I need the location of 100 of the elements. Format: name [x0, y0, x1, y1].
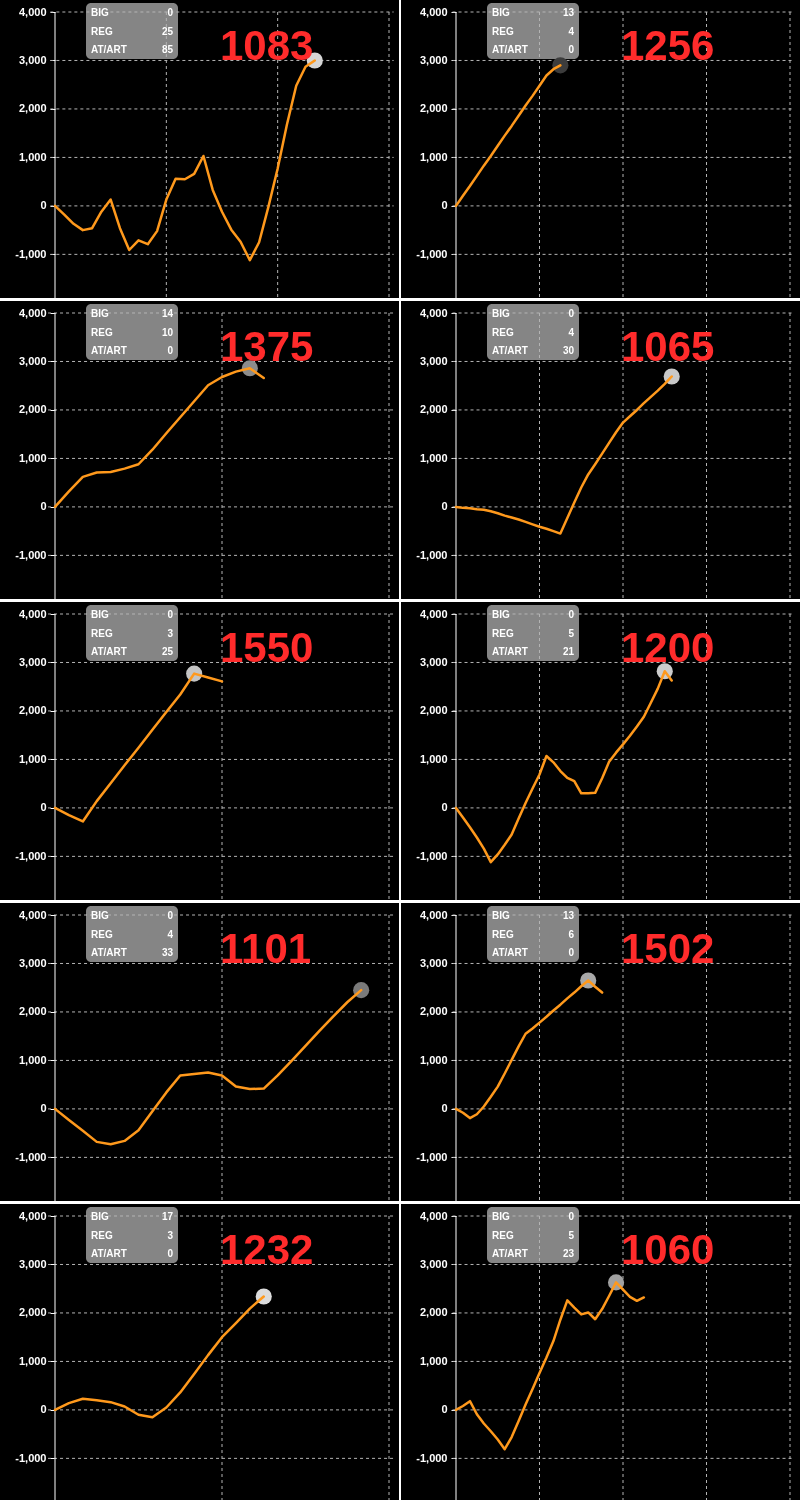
y-tick-label: 1,000 [18, 150, 47, 163]
y-tick-label: 0 [441, 1403, 448, 1416]
y-tick-label: 1,000 [419, 150, 448, 163]
annotation: 25 [161, 646, 174, 657]
y-tick-label: 3,000 [18, 53, 47, 66]
annotation: REG [91, 627, 113, 639]
annotation: 85 [161, 44, 174, 55]
y-tick-label: -1,000 [416, 1451, 448, 1464]
annotation: 0 [167, 609, 174, 620]
annotation: 10 [161, 326, 174, 338]
chart-title: 1200 [621, 624, 715, 671]
y-tick-label: 0 [441, 1102, 448, 1115]
y-tick-label: 3,000 [419, 354, 448, 367]
y-tick-label: 4,000 [18, 1209, 47, 1222]
y-tick-label: 4,000 [419, 5, 448, 18]
annotation: BIG [91, 308, 109, 319]
annotation: AT/ART [492, 947, 528, 958]
annotation: 0 [568, 1211, 575, 1222]
annotation: AT/ART [91, 44, 127, 55]
annotation: REG [91, 25, 113, 37]
annotation: 4 [568, 25, 575, 37]
y-tick-label: 0 [40, 199, 47, 212]
annotation: REG [492, 928, 514, 940]
annotation: AT/ART [91, 1248, 127, 1259]
y-tick-label: 3,000 [18, 655, 47, 668]
y-tick-label: 2,000 [18, 403, 47, 416]
y-tick-label: 0 [441, 500, 448, 513]
annotation: 0 [568, 609, 575, 620]
y-tick-label: 1,000 [419, 451, 448, 464]
y-tick-label: 4,000 [18, 306, 47, 319]
annotation: 4 [568, 326, 575, 338]
y-tick-label: 2,000 [419, 403, 448, 416]
y-tick-label: 1,000 [419, 1053, 448, 1066]
annotation: BIG [492, 308, 510, 319]
y-tick-label: 1,000 [18, 451, 47, 464]
annotation: 0 [167, 345, 174, 356]
y-tick-label: 0 [441, 199, 448, 212]
annotation: AT/ART [492, 44, 528, 55]
y-tick-label: -1,000 [416, 247, 448, 260]
annotation: BIG [492, 609, 510, 620]
y-tick-label: 3,000 [419, 1257, 448, 1270]
y-tick-label: 2,000 [419, 1005, 448, 1018]
y-tick-label: 0 [441, 801, 448, 814]
chart-title: 1550 [220, 624, 314, 671]
chart-title: 1060 [621, 1226, 715, 1273]
annotation: REG [492, 627, 514, 639]
chart-title: 1083 [220, 22, 314, 69]
y-tick-label: 3,000 [419, 655, 448, 668]
annotation: 0 [568, 308, 575, 319]
y-tick-label: 0 [40, 1102, 47, 1115]
y-tick-label: 1,000 [18, 752, 47, 765]
annotation: 33 [161, 947, 174, 958]
annotation: REG [492, 326, 514, 338]
y-tick-label: 2,000 [18, 102, 47, 115]
y-tick-label: 2,000 [18, 1306, 47, 1319]
annotation: 13 [562, 7, 575, 18]
y-tick-label: 2,000 [419, 1306, 448, 1319]
annotation: REG [492, 25, 514, 37]
y-tick-label: 3,000 [18, 1257, 47, 1270]
y-tick-label: 0 [40, 500, 47, 513]
chart-title: 1065 [621, 323, 715, 370]
y-tick-label: 3,000 [419, 53, 448, 66]
y-tick-label: 4,000 [419, 1209, 448, 1222]
annotation: BIG [91, 910, 109, 921]
annotation: 0 [568, 44, 575, 55]
annotation: AT/ART [492, 646, 528, 657]
annotation: 23 [562, 1248, 575, 1259]
y-tick-label: 0 [40, 801, 47, 814]
y-tick-label: -1,000 [416, 548, 448, 561]
y-tick-label: 1,000 [419, 1354, 448, 1367]
y-tick-label: 4,000 [419, 306, 448, 319]
y-tick-label: 2,000 [18, 1005, 47, 1018]
y-tick-label: -1,000 [416, 849, 448, 862]
annotation: BIG [492, 7, 510, 18]
chart-title: 1256 [621, 22, 715, 69]
annotation: 5 [568, 627, 575, 639]
annotation: BIG [91, 1211, 109, 1222]
y-tick-label: -1,000 [416, 1150, 448, 1163]
annotation: 6 [568, 928, 575, 940]
y-tick-label: 3,000 [419, 956, 448, 969]
y-tick-label: 3,000 [18, 354, 47, 367]
annotation: REG [492, 1229, 514, 1241]
annotation: REG [91, 1229, 113, 1241]
annotation: 13 [562, 910, 575, 921]
annotation: 0 [167, 7, 174, 18]
y-tick-label: 2,000 [419, 704, 448, 717]
annotation: 3 [167, 1229, 174, 1241]
y-tick-label: 2,000 [419, 102, 448, 115]
y-tick-label: 1,000 [18, 1053, 47, 1066]
annotation: 0 [568, 947, 575, 958]
y-tick-label: 4,000 [419, 607, 448, 620]
annotation: REG [91, 928, 113, 940]
annotation: 14 [161, 308, 174, 319]
y-tick-label: 4,000 [18, 5, 47, 18]
annotation: 4 [167, 928, 174, 940]
chart-title: 1502 [621, 925, 715, 972]
y-tick-label: 3,000 [18, 956, 47, 969]
annotation: AT/ART [91, 947, 127, 958]
y-tick-label: -1,000 [15, 1150, 47, 1163]
annotation: 0 [167, 910, 174, 921]
